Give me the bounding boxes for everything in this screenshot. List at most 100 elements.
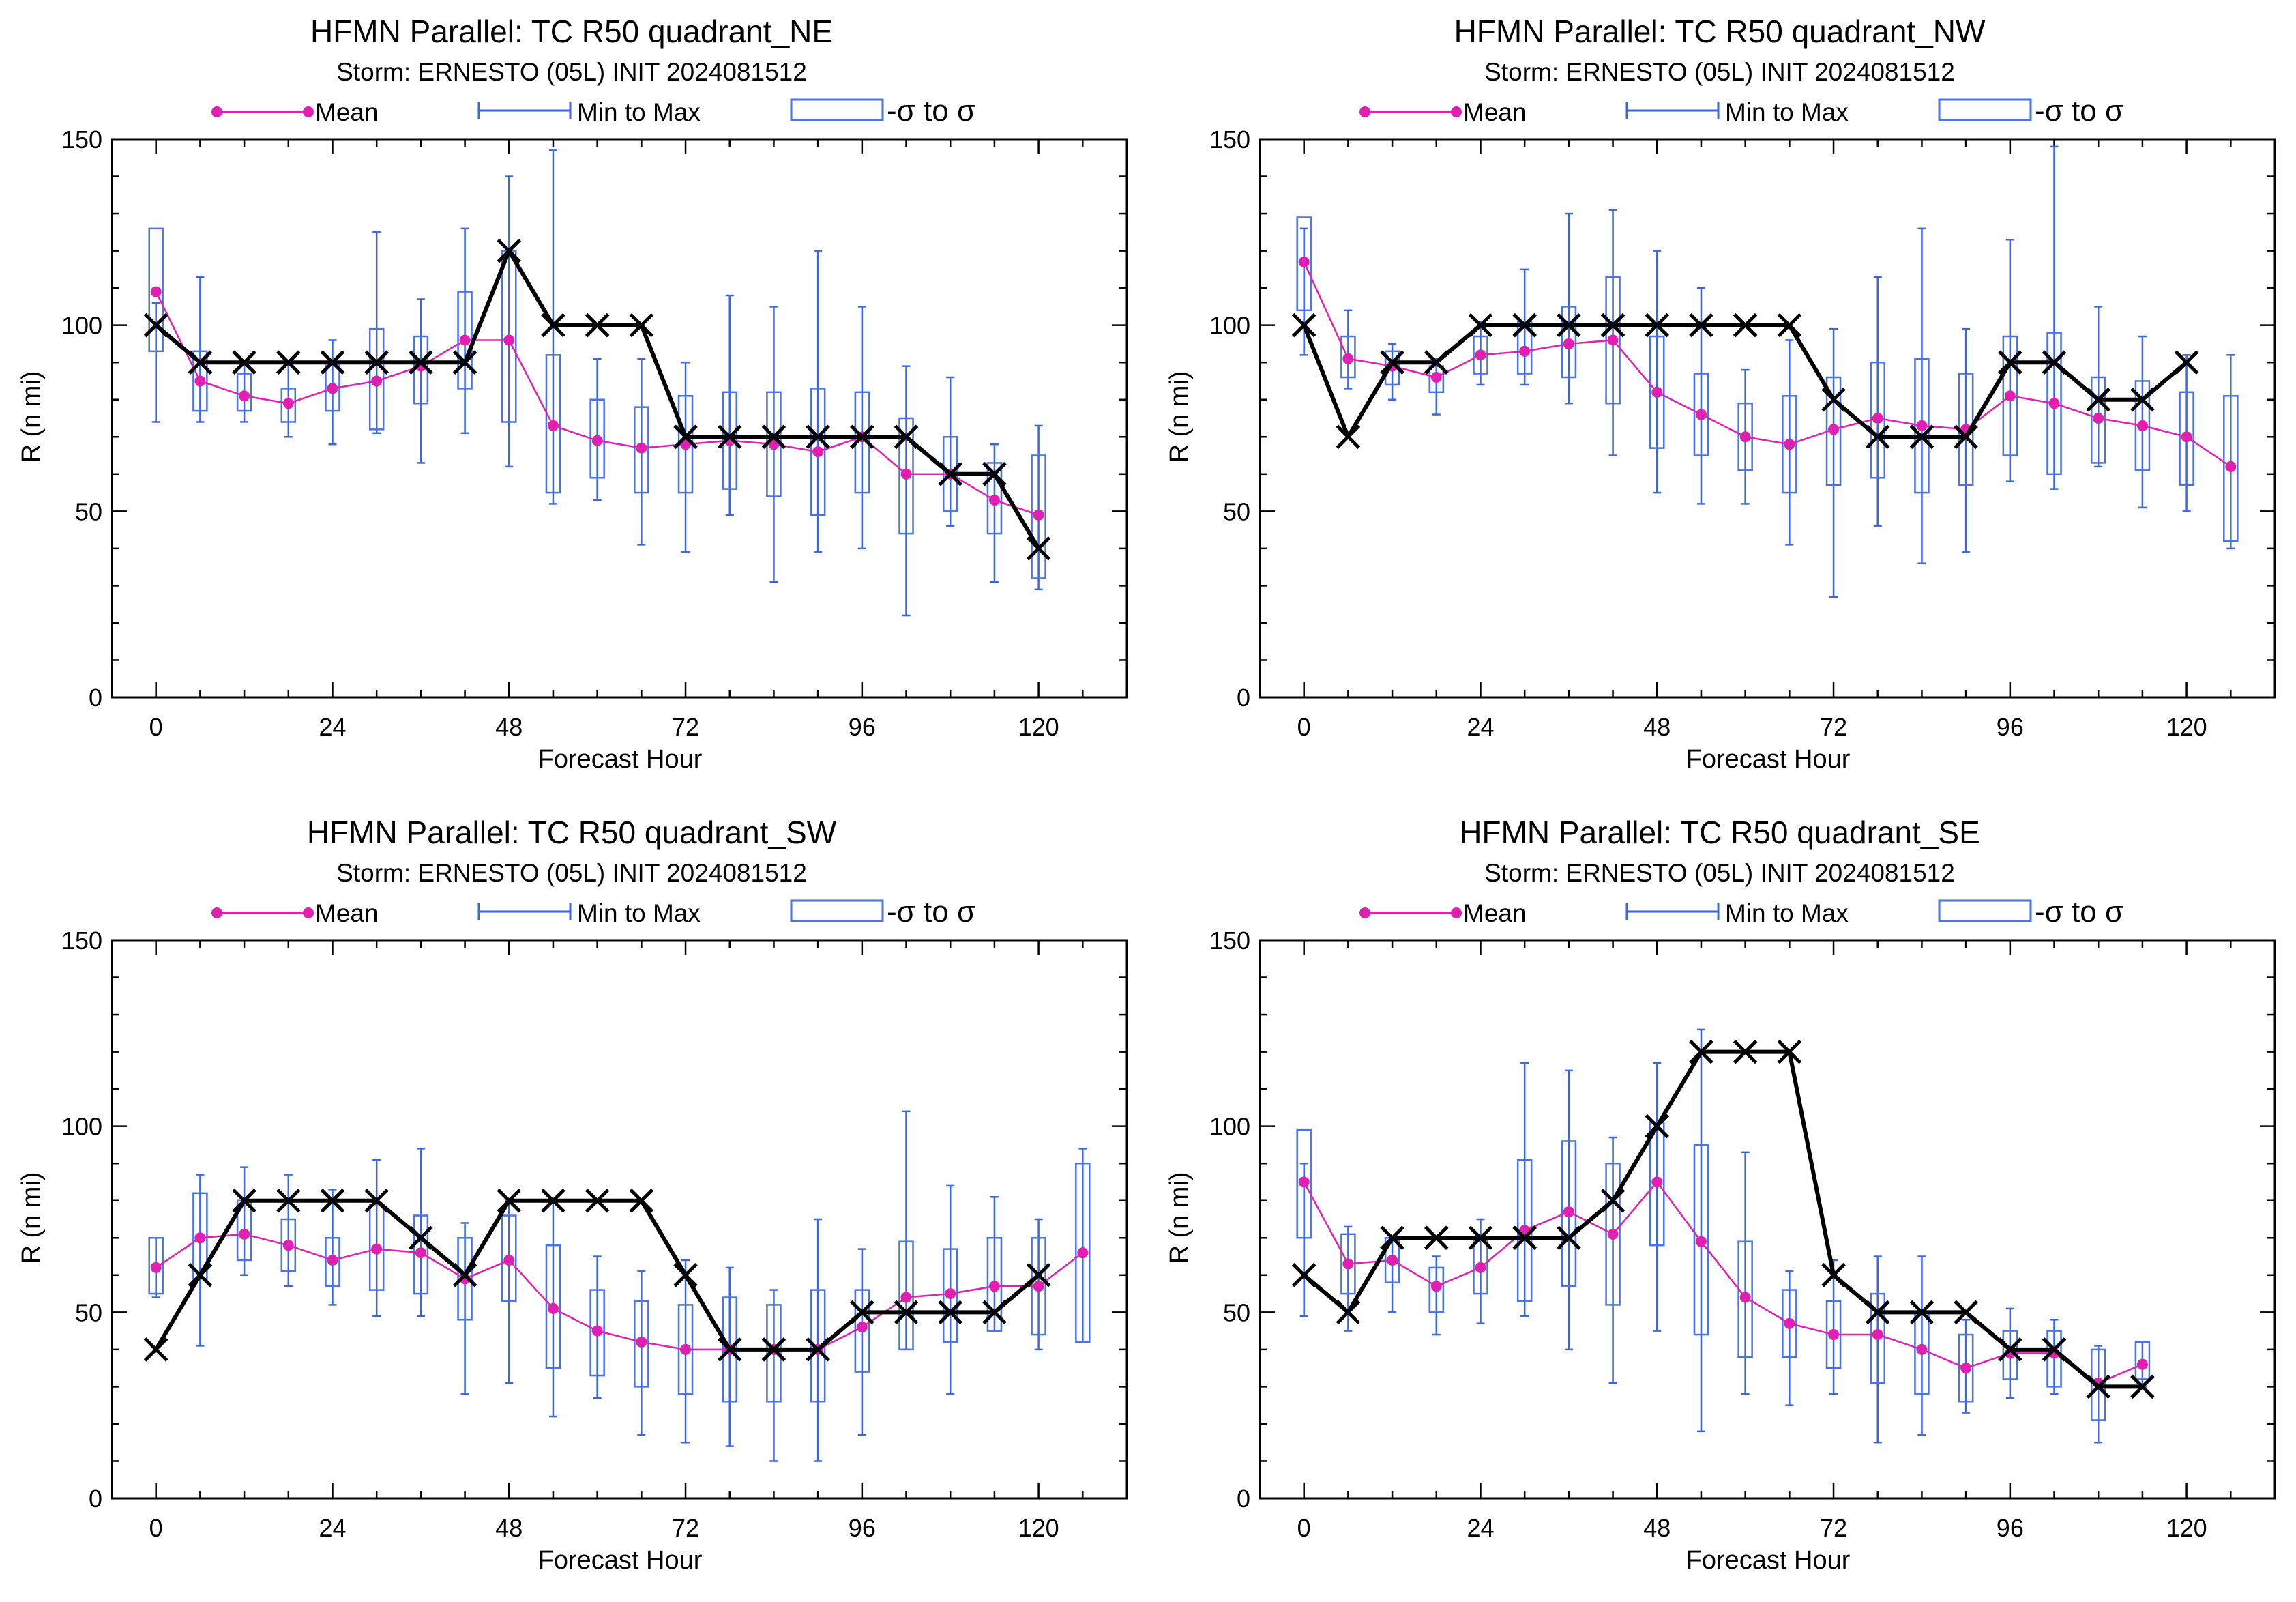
sigma-box [1737, 1240, 1753, 1358]
x-tick-label: 48 [1643, 1514, 1671, 1542]
legend-sigma-box [790, 98, 884, 121]
sigma-box [192, 350, 208, 412]
y-tick-label: 0 [1237, 1485, 1250, 1513]
x-tick-label: 24 [1467, 713, 1494, 741]
observed-marker [1821, 1263, 1846, 1287]
mean-point [1563, 338, 1574, 349]
observed-marker [188, 1263, 213, 1287]
y-tick-label: 0 [89, 1485, 102, 1513]
sigma-box [368, 1203, 385, 1291]
mean-point [2004, 390, 2016, 402]
mean-point [1695, 409, 1707, 420]
observed-marker [364, 350, 389, 375]
observed-marker [850, 1300, 874, 1325]
sigma-box [810, 388, 826, 516]
sigma-box [898, 417, 914, 535]
sigma-box [1782, 1289, 1797, 1358]
observed-marker [1424, 350, 1449, 375]
observed-marker [409, 1225, 433, 1251]
x-tick-label: 96 [1997, 713, 2024, 741]
observed-marker [1954, 1300, 1978, 1325]
sigma-box [1296, 216, 1312, 312]
observed-marker [894, 1300, 919, 1325]
chart-nw: HFMN Parallel: TC R50 quadrant_NW Storm:… [1165, 14, 2276, 774]
sigma-box [413, 1214, 429, 1295]
chart-legend: Mean Min to Max -σ to σ [211, 895, 975, 929]
mean-point [1298, 1176, 1310, 1188]
mean-point [1430, 372, 1442, 383]
sigma-box [2046, 1330, 2062, 1388]
sigma-box [1296, 1128, 1312, 1239]
mean-point [1342, 1258, 1354, 1270]
sigma-box [148, 1237, 164, 1295]
sigma-box [1075, 1162, 1091, 1343]
y-tick-label: 150 [1209, 927, 1250, 955]
mean-point [812, 446, 824, 458]
observed-marker [541, 1188, 565, 1213]
mean-point [1342, 353, 1354, 364]
mean-line [155, 1233, 1084, 1351]
x-tick-label: 24 [1467, 1514, 1494, 1542]
mean-point [1387, 1254, 1398, 1266]
chart-panel-sw: HFMN Parallel: TC R50 quadrant_SW Storm:… [0, 801, 1148, 1602]
x-tick-label: 120 [1018, 1514, 1059, 1542]
observed-marker [982, 1300, 1007, 1325]
chart-subtitle: Storm: ERNESTO (05L) INIT 2024081512 [336, 859, 807, 887]
chart-title: HFMN Parallel: TC R50 quadrant_NW [1454, 14, 1986, 49]
observed-marker [1557, 1225, 1581, 1251]
chart-title: HFMN Parallel: TC R50 quadrant_NE [310, 14, 833, 49]
observed-marker [232, 350, 256, 375]
mean-point [503, 1254, 515, 1266]
mean-point [988, 494, 1000, 506]
x-tick-label: 24 [319, 1514, 346, 1542]
observed-marker [673, 1263, 698, 1287]
observed-marker [276, 350, 301, 375]
observed-marker [1380, 350, 1404, 375]
sigma-box [1693, 373, 1709, 456]
observed-marker [188, 350, 213, 375]
mean-point [2136, 420, 2148, 431]
mean-point [1960, 1363, 1972, 1374]
legend-sigma-label: -σ to σ [2035, 895, 2123, 929]
mean-point [2093, 413, 2104, 424]
legend-sigma-label: -σ to σ [887, 895, 975, 929]
x-tick-label: 24 [319, 713, 346, 741]
x-tick-label: 48 [495, 713, 523, 741]
legend-mean-marker [1451, 106, 1462, 117]
y-tick-label: 150 [1209, 126, 1250, 154]
observed-marker [1777, 312, 1802, 338]
legend-mean-marker [211, 106, 222, 117]
legend-minmax-label: Min to Max [577, 98, 701, 126]
mean-line [1303, 261, 2232, 467]
mean-point [327, 1254, 338, 1266]
observed-marker [1777, 1039, 1802, 1064]
observed-marker [761, 1337, 786, 1362]
mean-point [1651, 1176, 1663, 1188]
chart-title: HFMN Parallel: TC R50 quadrant_SW [307, 815, 837, 850]
sigma-box [1428, 365, 1445, 394]
observed-marker [1468, 312, 1493, 338]
mean-point [282, 398, 294, 409]
x-axis-label: Forecast Hour [538, 1546, 703, 1575]
x-axis-label: Forecast Hour [1686, 1546, 1851, 1575]
mean-point [856, 1322, 868, 1333]
observed-marker [2174, 350, 2199, 375]
plot-area: 0 50 100 150 0 24 48 72 96 120 [61, 927, 1128, 1542]
chart-sw: HFMN Parallel: TC R50 quadrant_SW Storm:… [17, 815, 1128, 1575]
mean-point [1739, 431, 1751, 443]
sigma-box [942, 1248, 958, 1343]
y-tick-label: 100 [1209, 1113, 1250, 1141]
x-tick-label: 48 [1643, 713, 1671, 741]
mean-point [1916, 420, 1928, 431]
sigma-box [545, 1244, 561, 1369]
observed-marker [850, 424, 874, 450]
observed-marker [1909, 424, 1934, 450]
mean-point [1828, 1329, 1840, 1341]
mean-point [1430, 1281, 1442, 1292]
observed-marker [1600, 312, 1625, 338]
observed-marker [1026, 536, 1051, 561]
observed-marker [1424, 1225, 1449, 1251]
observed-marker [1600, 1188, 1625, 1213]
sigma-box [1605, 1162, 1621, 1306]
observed-marker [806, 424, 830, 450]
